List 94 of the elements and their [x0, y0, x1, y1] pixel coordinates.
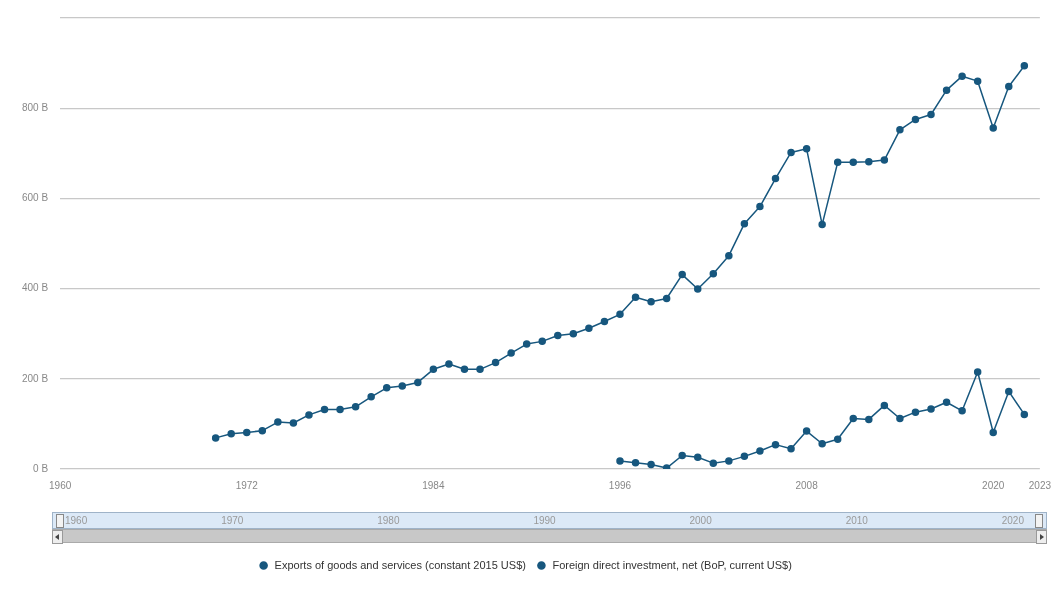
- point: [896, 126, 904, 134]
- point: [1020, 62, 1029, 70]
- point: [693, 285, 702, 293]
- point: [865, 158, 873, 166]
- point: [989, 428, 997, 437]
- point: [989, 124, 997, 132]
- point: [662, 294, 671, 303]
- point: [538, 337, 546, 346]
- point: [740, 219, 749, 228]
- point: [616, 310, 624, 319]
- x-tick-label: 2023: [1028, 479, 1052, 491]
- point: [818, 439, 826, 448]
- point: [756, 202, 764, 211]
- point: [1005, 387, 1013, 396]
- point: [678, 451, 686, 460]
- legend-label: Exports of goods and services (constant 2015 US$): [274, 558, 526, 571]
- point: [227, 430, 235, 438]
- point: [818, 220, 826, 229]
- point: [865, 415, 873, 424]
- point: [771, 440, 780, 449]
- x-tick-label: 1972: [235, 479, 259, 491]
- point: [631, 458, 640, 467]
- point: [833, 158, 842, 167]
- point: [849, 414, 858, 423]
- point: [958, 407, 966, 415]
- point: [569, 329, 578, 338]
- point: [258, 426, 267, 435]
- y-tick-label: 0 B: [33, 462, 49, 474]
- point: [927, 405, 935, 413]
- x-tick-label: 2008: [795, 479, 819, 491]
- x-tick-label: 1996: [608, 479, 632, 491]
- point: [336, 405, 344, 414]
- point: [631, 293, 640, 301]
- point: [693, 453, 702, 462]
- point: [942, 86, 951, 94]
- point: [802, 145, 811, 153]
- point: [880, 401, 889, 410]
- point: [289, 419, 298, 427]
- point: [787, 444, 795, 453]
- point: [585, 324, 593, 333]
- point: [491, 358, 500, 367]
- point: [351, 403, 360, 411]
- x-tick-label: 1960: [49, 479, 72, 491]
- point: [973, 368, 982, 376]
- point: [927, 110, 935, 119]
- point: [833, 435, 842, 443]
- x-tick-label: 2020: [982, 479, 1005, 491]
- point: [678, 270, 686, 279]
- y-tick-label: 400 B: [21, 282, 49, 294]
- point: [756, 447, 764, 455]
- legend-label: Foreign direct investment, net (BoP, current US$): [552, 558, 792, 571]
- point: [647, 297, 655, 306]
- point: [896, 414, 904, 423]
- point: [367, 393, 375, 401]
- point: [787, 148, 795, 157]
- point: [476, 365, 484, 374]
- point: [398, 382, 407, 390]
- point: [211, 434, 220, 442]
- point: [942, 398, 951, 406]
- point: [880, 156, 889, 164]
- point: [802, 427, 811, 435]
- point: [709, 269, 718, 278]
- point: [507, 349, 515, 357]
- point: [429, 365, 438, 374]
- point: [725, 251, 733, 260]
- point: [709, 459, 718, 467]
- point: [973, 77, 982, 85]
- point: [382, 384, 391, 392]
- point: [414, 378, 422, 387]
- point: [647, 460, 655, 469]
- point: [522, 340, 531, 348]
- point: [600, 317, 609, 326]
- point: [1020, 410, 1029, 419]
- point: [243, 428, 251, 437]
- point: [911, 408, 920, 416]
- point: [725, 457, 733, 465]
- point: [771, 174, 780, 183]
- point: [740, 452, 749, 461]
- range-slider: 1960 1970 1980 1990 2000 2010 2020: [52, 512, 1047, 544]
- point: [616, 457, 624, 465]
- y-tick-label: 600 B: [21, 192, 49, 204]
- point: [958, 72, 966, 80]
- point: [849, 158, 858, 167]
- point: [445, 360, 453, 368]
- point: [274, 418, 282, 426]
- x-tick-label: 1984: [422, 479, 445, 491]
- point: [1005, 82, 1013, 91]
- point: [911, 115, 920, 124]
- point: [554, 331, 562, 340]
- y-tick-label: 800 B: [21, 101, 49, 113]
- point: [460, 365, 469, 374]
- point: [320, 405, 329, 414]
- point: [305, 411, 313, 419]
- y-tick-label: 200 B: [21, 372, 49, 384]
